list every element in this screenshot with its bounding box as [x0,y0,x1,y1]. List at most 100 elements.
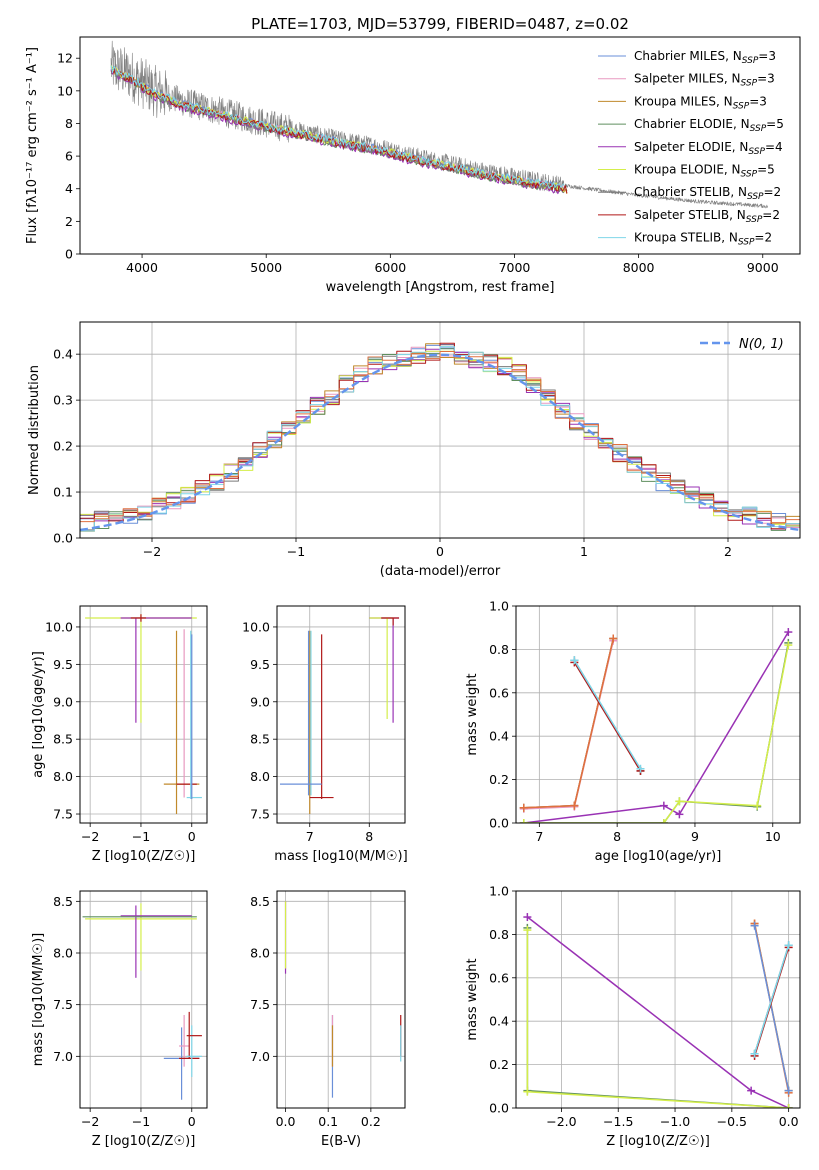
mass-weight-marker [570,656,579,665]
y-tick-label: 0.0 [53,531,73,546]
x-tick-label: 0 [188,1114,196,1129]
y-tick-label: 7.5 [250,997,270,1012]
x-axis-label: Z [log10(Z/Z☉)] [92,849,196,864]
x-tick-label: −2 [81,829,99,844]
mass-weight-marker [523,913,532,922]
legend-label-subscript: SSP [747,192,764,202]
x-tick-label: 0.1 [318,1114,338,1129]
mass-vs-extinction-panel: 0.0 0.1 0.2 7.0 7.5 8.0 8.5 E(B-V) [250,890,406,1149]
legend: N(0, 1) [700,337,784,352]
legend-label-suffix: =3 [757,72,775,86]
legend-label-prefix: Salpeter STELIB, N [634,208,746,222]
x-tick-label: 0.2 [361,1114,381,1129]
mass-weight-line [523,638,615,809]
y-tick-label: 8.0 [53,946,73,961]
error-bar-point [369,617,394,719]
legend-label-suffix: =5 [766,117,784,131]
legend-label: Chabrier STELIB, NSSP=2 [634,185,781,202]
y-tick-label: 9.5 [250,657,270,672]
error-bar-point [120,905,192,978]
mass-weight-line [523,640,615,810]
y-tick-label: 7.5 [53,807,73,822]
x-tick-label: −1 [132,829,150,844]
legend-label-prefix: Salpeter MILES, N [634,72,741,86]
y-tick-label: 7.0 [53,1049,73,1064]
normal-distribution-curve [80,353,800,532]
mass-weight-marker [659,801,668,810]
legend-label-prefix: Kroupa ELODIE, N [634,163,741,177]
x-tick-label: −2 [81,1114,99,1129]
legend-label-prefix: Kroupa STELIB, N [634,231,738,245]
legend-label-prefix: Kroupa MILES, N [634,94,733,108]
x-tick-label: 8000 [623,260,655,275]
x-tick-label: −1 [287,544,305,559]
mass-weight-marker [675,810,684,819]
y-tick-label: 0.1 [53,485,73,500]
legend-label-suffix: =3 [758,49,776,63]
ticks [273,626,370,827]
error-bar-point [130,614,147,622]
y-tick-label: 0.2 [489,772,509,787]
mass-weight-marker [747,1086,756,1095]
y-axis-label: mass weight [465,673,480,755]
age-vs-metallicity-panel: −2 −1 0 7.5 8.0 8.5 9.0 9.5 10.0 Z [log10(Z/Z☉)] a… [31,605,208,864]
x-tick-label: 9 [691,829,699,844]
x-tick-label: 5000 [250,260,282,275]
legend-label-subscript: SSP [748,147,765,157]
legend-label-subscript: SSP [746,215,763,225]
y-tick-label: 8.5 [250,732,270,747]
x-tick-label: 7 [306,829,314,844]
y-tick-label: 7.0 [250,1049,270,1064]
plot-area [284,901,402,1098]
plot-area [523,913,793,1108]
error-bar-point [120,617,192,723]
y-tick-label: 0.6 [489,970,509,985]
y-axis-label: age [log10(age/yr)] [31,651,46,778]
gridlines [277,606,405,823]
legend-label: N(0, 1) [739,337,784,352]
legend-label-subscript: SSP [733,101,750,111]
error-bar-point [381,617,400,626]
axes-frame [79,36,801,255]
mass-weight-marker [659,819,668,823]
mass-weight-line [523,642,790,823]
mass-vs-metallicity-panel: −2 −1 0 7.0 7.5 8.0 8.5 Z [log10(Z/Z☉)] mass [lo… [31,890,208,1149]
legend-label: Salpeter ELODIE, NSSP=4 [634,140,783,157]
y-tick-label: 8.0 [250,946,270,961]
x-axis-label: (data-model)/error [380,564,501,579]
y-tick-label: 8.0 [53,769,73,784]
y-tick-label: 9.0 [53,694,73,709]
mass-weight-line [523,638,615,809]
x-axis-label: mass [log10(M/M☉)] [274,849,407,864]
mass-weight-marker [570,801,579,810]
legend-label: Kroupa ELODIE, NSSP=5 [634,163,775,180]
y-tick-label: 8 [65,116,73,131]
x-axis-label: Z [log10(Z/Z☉)] [606,1134,710,1149]
gridlines [80,606,207,823]
legend-label-suffix: =4 [765,140,783,154]
plot-area [110,40,768,209]
error-bar-point [163,1027,200,1100]
axes-frame [79,605,208,824]
legend-label: Kroupa MILES, NSSP=3 [634,94,767,111]
y-tick-label: 0.4 [53,347,73,362]
y-tick-label: 0.2 [489,1057,509,1072]
y-tick-label: 0.0 [489,816,509,831]
y-tick-label: 0.8 [489,642,509,657]
y-tick-label: 8.5 [53,732,73,747]
ticks [76,900,193,1112]
x-tick-label: 0.0 [276,1114,296,1129]
x-tick-label: −1.5 [603,1114,633,1129]
plot-area [519,628,793,823]
mass-weight-marker [609,634,618,643]
legend-label-prefix: Salpeter ELODIE, N [634,140,748,154]
x-axis-label: Z [log10(Z/Z☉)] [92,1134,196,1149]
y-tick-label: 9.5 [53,657,73,672]
mass-weight-marker [784,641,793,650]
plot-area [85,614,202,815]
model-spectrum-line [110,65,565,189]
mass-weight-marker [753,801,762,810]
mass-weight-line [573,659,642,770]
ticks [273,900,372,1112]
x-tick-label: 4000 [126,260,158,275]
